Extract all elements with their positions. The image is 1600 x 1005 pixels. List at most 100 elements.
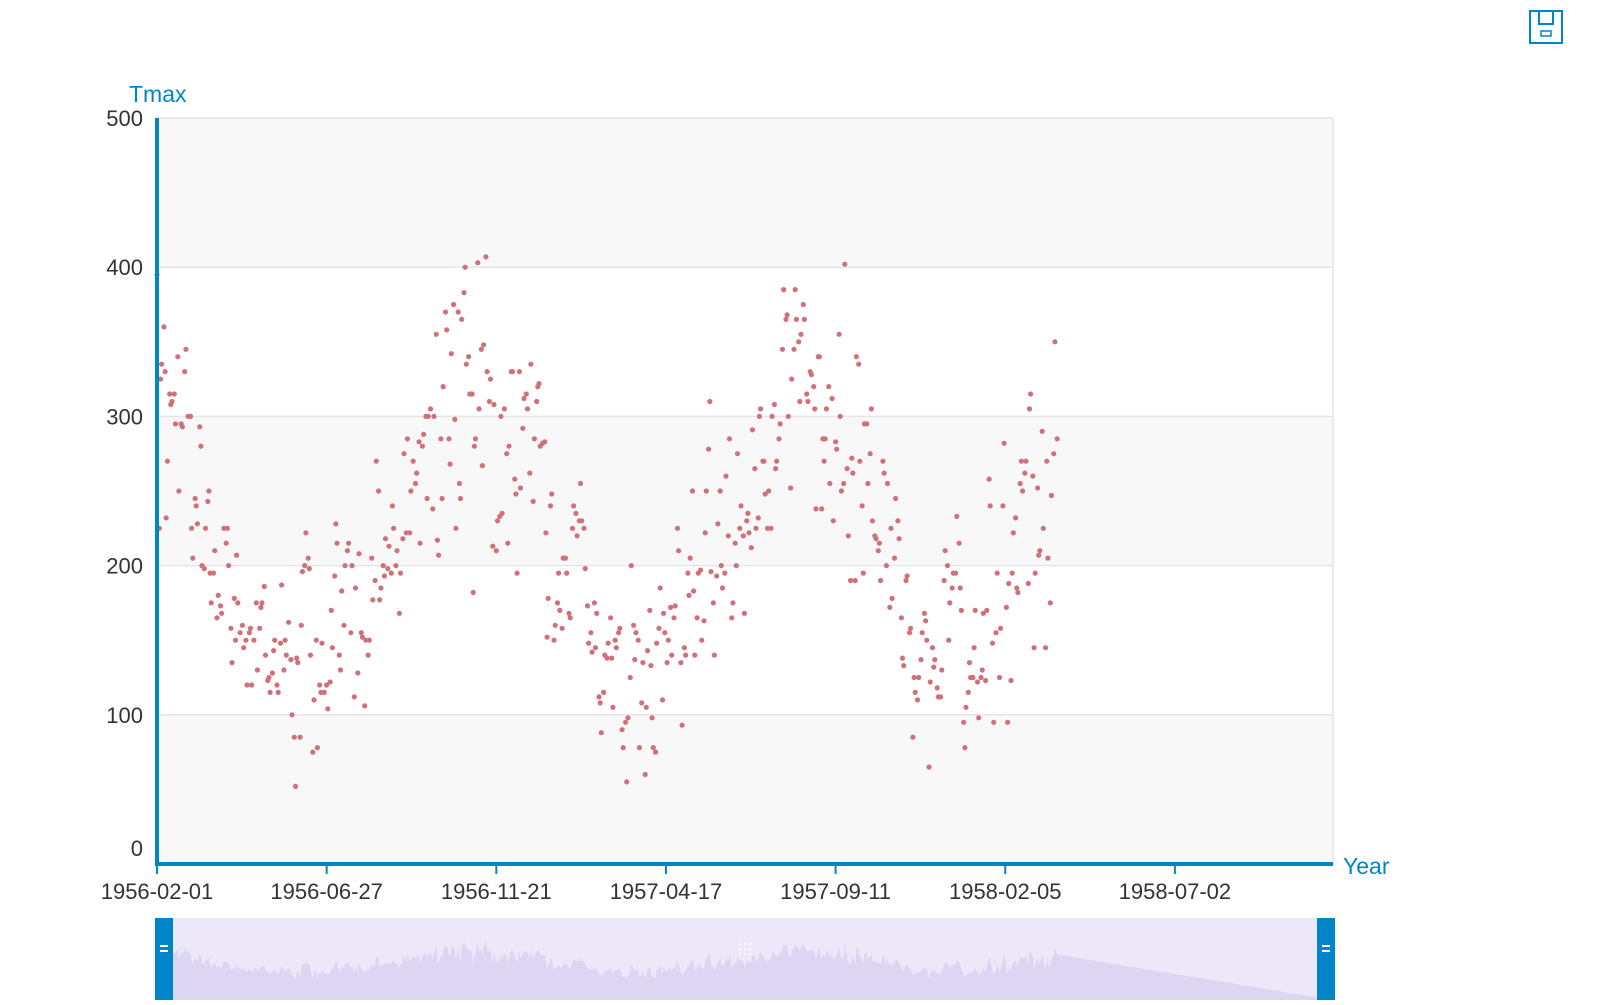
- data-point: [592, 645, 599, 651]
- data-point: [1013, 515, 1019, 521]
- save-image-button[interactable]: [1529, 10, 1563, 44]
- data-point: [501, 406, 507, 412]
- data-point: [801, 316, 808, 322]
- data-point: [966, 660, 973, 666]
- data-point: [228, 625, 234, 631]
- data-point: [718, 563, 724, 569]
- data-point: [167, 391, 173, 397]
- data-point: [1023, 458, 1029, 464]
- data-point: [1005, 719, 1011, 725]
- data-point: [397, 570, 404, 576]
- data-point: [773, 466, 779, 472]
- data-point: [366, 637, 372, 643]
- data-point: [571, 503, 577, 509]
- data-point: [749, 427, 756, 433]
- data-point: [1015, 589, 1021, 596]
- data-point: [672, 603, 678, 609]
- data-point: [262, 652, 269, 658]
- data-point: [774, 458, 780, 464]
- data-point: [400, 536, 406, 542]
- y-axis-label: Tmax: [129, 81, 187, 107]
- data-point: [1003, 604, 1010, 611]
- data-point: [378, 585, 384, 591]
- data-point: [484, 369, 490, 375]
- data-point: [292, 783, 299, 790]
- data-point: [493, 548, 499, 554]
- data-point: [1036, 552, 1042, 558]
- data-point: [190, 555, 196, 561]
- data-point: [396, 610, 402, 616]
- data-point: [939, 667, 945, 673]
- data-point: [903, 577, 909, 584]
- data-point: [582, 566, 588, 572]
- data-point: [427, 406, 434, 412]
- data-point: [551, 637, 557, 643]
- data-point: [841, 480, 847, 487]
- data-point: [669, 652, 675, 658]
- data-point: [783, 316, 789, 322]
- data-point: [632, 657, 638, 663]
- y-tick-label: 300: [106, 404, 143, 429]
- data-point: [676, 548, 682, 554]
- data-point: [596, 694, 602, 700]
- zoom-handle-left[interactable]: [155, 918, 173, 1000]
- data-point: [671, 615, 677, 621]
- data-point: [857, 458, 863, 464]
- data-point: [916, 674, 922, 681]
- data-point: [597, 700, 603, 706]
- data-point: [776, 436, 782, 442]
- data-point: [334, 540, 340, 546]
- data-point: [683, 652, 689, 658]
- data-point: [306, 566, 312, 572]
- data-point: [906, 630, 913, 636]
- data-point: [448, 351, 454, 357]
- zoom-drag-grip: [743, 942, 747, 946]
- data-point: [545, 595, 551, 602]
- plot-background: [157, 118, 1333, 864]
- data-point: [978, 674, 984, 681]
- data-point: [812, 406, 818, 412]
- data-point: [653, 749, 659, 755]
- data-point: [324, 682, 330, 688]
- data-point: [983, 677, 989, 684]
- data-point: [701, 618, 707, 624]
- data-point: [733, 563, 739, 569]
- data-point: [274, 682, 280, 688]
- background-band: [157, 118, 1333, 268]
- data-point: [649, 715, 655, 721]
- data-point: [223, 540, 229, 546]
- zoom-handle-right[interactable]: [1317, 918, 1335, 1000]
- data-point: [205, 498, 211, 504]
- data-point: [171, 391, 177, 397]
- data-point: [834, 446, 840, 452]
- background-band: [157, 565, 1333, 715]
- data-point: [1031, 645, 1037, 651]
- data-point: [513, 491, 519, 497]
- data-point: [869, 518, 876, 524]
- data-point: [659, 697, 666, 703]
- data-point: [706, 446, 712, 452]
- data-point: [376, 488, 382, 494]
- data-point: [569, 525, 576, 531]
- data-point: [901, 663, 907, 669]
- data-point: [923, 618, 929, 624]
- data-point: [461, 290, 467, 296]
- data-point: [536, 381, 542, 387]
- data-point: [314, 745, 320, 751]
- data-point: [636, 745, 643, 751]
- data-point: [311, 697, 317, 703]
- data-point: [275, 689, 281, 696]
- data-point: [486, 398, 492, 405]
- data-point: [380, 563, 386, 569]
- data-point: [893, 495, 899, 502]
- data-point: [1018, 458, 1024, 464]
- data-point: [356, 551, 362, 557]
- data-point: [838, 488, 845, 494]
- data-point: [295, 660, 301, 666]
- data-point: [547, 503, 554, 509]
- data-point: [192, 495, 198, 502]
- data-point: [808, 372, 815, 378]
- data-point: [719, 585, 726, 591]
- data-point: [247, 625, 254, 631]
- data-zoom-slider[interactable]: [155, 918, 1335, 1000]
